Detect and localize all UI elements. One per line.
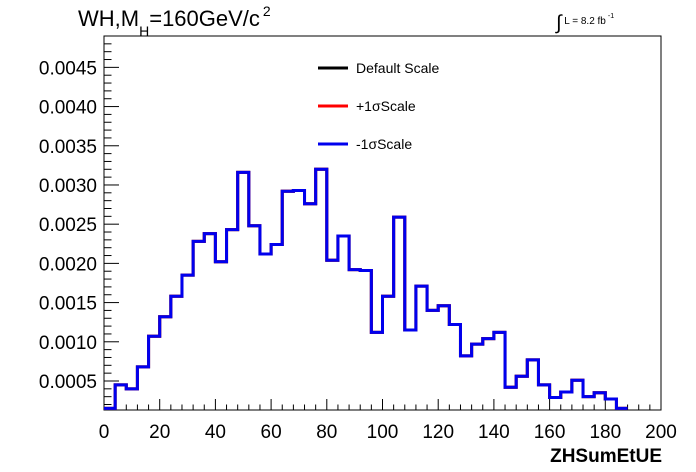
luminosity-label: ∫ L = 8.2 fb -1 — [556, 10, 614, 35]
x-tick-label: 100 — [367, 422, 399, 443]
title-superscript: 2 — [262, 3, 271, 19]
y-tick-label: 0.0020 — [39, 254, 97, 275]
y-tick-label: 0.0010 — [39, 333, 97, 354]
x-tick-label: 120 — [422, 422, 454, 443]
y-tick-label: 0.0025 — [39, 215, 97, 236]
title-rest: =160GeV/c — [149, 6, 260, 31]
plot-frame — [103, 35, 662, 411]
y-tick-label: 0.0005 — [39, 372, 97, 393]
x-tick-label: 200 — [645, 422, 677, 443]
x-tick-label: 140 — [478, 422, 510, 443]
integral-symbol: ∫ — [556, 12, 562, 34]
x-tick-label: 160 — [534, 422, 566, 443]
legend: Default Scale +1σScale -1σScale — [318, 60, 439, 152]
title-subscript: H — [139, 23, 150, 39]
y-tick-label: 0.0040 — [39, 98, 97, 119]
series-line — [104, 167, 628, 410]
y-tick-label: 0.0015 — [39, 294, 97, 315]
chart-title: WH,MH=160GeV/c 2 — [78, 3, 271, 39]
x-tick-label: 60 — [261, 422, 282, 443]
title-main: WH,M — [78, 6, 140, 31]
luminosity-superscript: -1 — [607, 13, 615, 20]
legend-label: -1σScale — [356, 136, 412, 152]
legend-label: +1σScale — [356, 98, 416, 114]
y-tick-label: 0.0035 — [39, 137, 97, 158]
x-axis-label: ZHSumEtUE — [550, 446, 662, 467]
legend-label: Default Scale — [356, 60, 439, 76]
x-tick-label: 80 — [316, 422, 337, 443]
y-tick-label: 0.0045 — [39, 58, 97, 79]
y-axis: 0.0005 0.0010 0.0015 0.0020 0.0025 0.0030 0.00… — [39, 43, 119, 406]
x-axis: 0 20 40 60 80 100 120 140 160 180 200 — [99, 399, 677, 443]
x-tick-label: 40 — [205, 422, 226, 443]
x-tick-label: 180 — [589, 422, 621, 443]
x-tick-label: 20 — [149, 422, 170, 443]
x-tick-label: 0 — [99, 422, 110, 443]
y-tick-label: 0.0030 — [39, 176, 97, 197]
series-group — [104, 167, 628, 410]
luminosity-text: L = 8.2 fb — [564, 16, 606, 27]
